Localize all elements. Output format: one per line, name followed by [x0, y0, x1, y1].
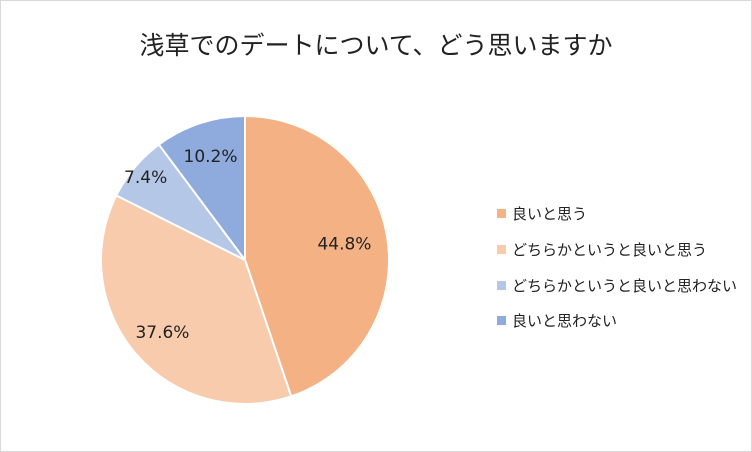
- legend-label: どちらかというと良いと思わない: [512, 276, 738, 295]
- legend-swatch: [497, 245, 506, 255]
- pie-slice: [244, 114, 390, 398]
- legend-item: どちらかというと良いと思わない: [497, 267, 737, 303]
- data-label: 37.6%: [135, 323, 189, 343]
- legend-label: 良いと思う: [512, 205, 588, 224]
- chart-title: 浅草でのデートについて、どう思いますか: [139, 31, 613, 60]
- legend-item: どちらかというと良いと思う: [497, 232, 737, 268]
- legend-swatch: [497, 316, 506, 326]
- data-label: 10.2%: [184, 147, 238, 167]
- data-label: 44.8%: [317, 235, 371, 255]
- legend-swatch: [497, 280, 506, 290]
- legend-label: どちらかというと良いと思う: [512, 241, 708, 260]
- pie-slice: [157, 114, 246, 264]
- legend-item: 良いと思う: [497, 196, 737, 232]
- legend-swatch: [497, 209, 506, 219]
- legend-item: 良いと思わない: [497, 303, 737, 339]
- pie-slice: [100, 194, 293, 405]
- data-label: 7.4%: [124, 168, 167, 188]
- legend-label: 良いと思わない: [512, 312, 618, 331]
- legend: 良いと思う どちらかというと良いと思う どちらかというと良いと思わない 良いと思…: [497, 196, 737, 339]
